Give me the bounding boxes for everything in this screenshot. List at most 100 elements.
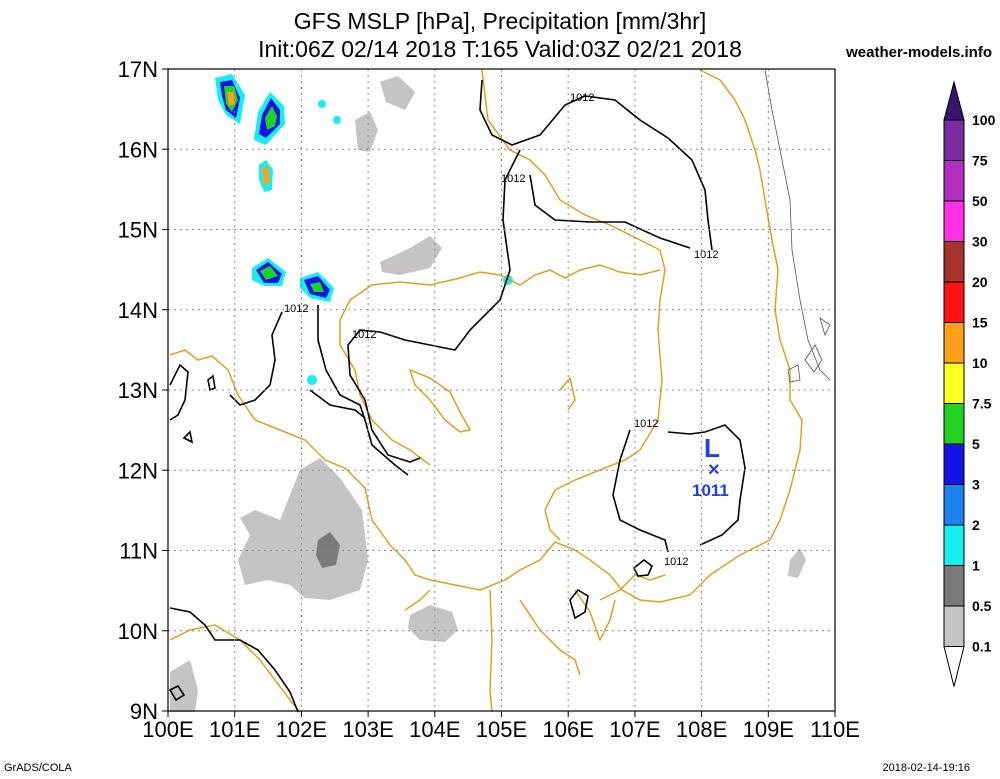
precip-area-gray <box>355 112 378 152</box>
lon-tick-label: 108E <box>676 717 727 742</box>
colorbar-label: 3 <box>972 477 980 493</box>
lat-tick-label: 9N <box>130 699 158 724</box>
border-line <box>404 589 431 611</box>
lon-axis: 100E 101E 102E 103E 104E 105E 106E 107E 108E 109E… <box>142 711 860 742</box>
isobar-small <box>632 558 653 577</box>
colorbar-swatch <box>943 281 965 323</box>
isobar-1012 <box>229 311 283 406</box>
low-center-icon: × <box>708 459 720 481</box>
lon-tick-label: 107E <box>609 717 660 742</box>
colorbar-swatch <box>943 119 965 161</box>
precip-cell <box>318 100 326 108</box>
precip-cell <box>259 160 273 192</box>
lat-tick-label: 13N <box>118 378 158 403</box>
precip-cell <box>307 375 317 385</box>
colorbar-swatch <box>943 443 965 485</box>
lon-tick-label: 102E <box>276 717 327 742</box>
isobar-label: 1012 <box>570 92 594 104</box>
border-line <box>574 589 616 642</box>
isobar-1012 <box>612 429 669 553</box>
colorbar-swatch <box>943 160 965 202</box>
isobar-small <box>182 430 194 444</box>
border-line <box>169 69 803 603</box>
lat-tick-label: 15N <box>118 218 158 243</box>
footer-timestamp: 2018-02-14-19:16 <box>882 762 970 774</box>
lon-tick-label: 105E <box>476 717 527 742</box>
isobar-label: 1012 <box>664 556 688 568</box>
isobar-1012 <box>317 305 409 476</box>
lat-tick-label: 17N <box>118 57 158 82</box>
border-line <box>559 376 576 411</box>
precip-area-dark <box>316 532 340 568</box>
lon-tick-label: 100E <box>142 717 193 742</box>
colorbar-swatch <box>943 200 965 242</box>
border-line <box>519 599 581 676</box>
isobar-1012 <box>309 389 366 419</box>
colorbar-label: 1 <box>972 558 980 574</box>
isobar-label: 1012 <box>634 418 658 430</box>
colorbar-bottom-arrow <box>943 646 965 687</box>
lat-tick-label: 12N <box>118 458 158 483</box>
precip-cell <box>300 272 334 302</box>
colorbar-label: 0.5 <box>972 598 992 614</box>
isobar-1012 <box>169 363 189 421</box>
colorbar-top-arrow <box>943 80 965 121</box>
map-title: GFS MSLP [hPa], Precipitation [mm/3hr] <box>293 8 707 34</box>
low-letter: L <box>704 433 720 463</box>
precip-cell <box>254 92 285 145</box>
colorbar-swatch <box>943 362 965 404</box>
colorbar-label: 15 <box>972 315 988 331</box>
colorbar-swatch <box>943 484 965 526</box>
lon-tick-label: 103E <box>342 717 393 742</box>
isobar-label: 1012 <box>284 303 308 315</box>
isobar-small <box>207 374 216 392</box>
low-value: 1011 <box>692 481 729 500</box>
lon-tick-label: 110E <box>810 717 860 742</box>
lon-tick-label: 106E <box>543 717 594 742</box>
isobar-1012 <box>347 149 521 463</box>
isobar-label: 1012 <box>501 173 525 185</box>
lon-tick-label: 109E <box>743 717 794 742</box>
isobar-labels: 1012 1012 1012 1012 1012 1012 1012 <box>284 92 718 568</box>
isobar-layer <box>168 79 746 713</box>
precip-cell <box>215 74 245 124</box>
colorbar-swatch <box>943 403 965 445</box>
precip-area-gray <box>380 76 415 110</box>
border-line <box>339 299 431 466</box>
footer-left: GrADS/COLA <box>4 762 72 774</box>
grid-lines <box>168 69 835 711</box>
lon-tick-label: 104E <box>409 717 460 742</box>
precip-area-gray <box>170 660 198 712</box>
colorbar-swatch <box>943 322 965 364</box>
colorbar-swatch <box>943 524 965 566</box>
colorbar-label: 50 <box>972 193 988 209</box>
border-line <box>489 589 493 713</box>
isobar-1012 <box>169 607 299 713</box>
border-line <box>169 624 301 713</box>
border-line <box>349 264 661 301</box>
colorbar-label: 100 <box>972 112 996 128</box>
colorbar-label: 20 <box>972 274 988 290</box>
colorbar-label: 5 <box>972 436 980 452</box>
isobar-1012 <box>529 174 691 249</box>
lat-tick-label: 14N <box>118 298 158 323</box>
isobar-label: 1012 <box>694 249 718 261</box>
border-line <box>408 368 472 433</box>
precip-area-gray <box>408 605 458 642</box>
colorbar-label: 75 <box>972 153 988 169</box>
precip-area-gray <box>788 548 806 578</box>
precip-cell <box>333 116 341 124</box>
lat-tick-label: 11N <box>119 539 158 564</box>
site-label: weather-models.info <box>846 44 992 61</box>
isobar-small <box>168 684 186 702</box>
colorbar: 100 75 50 30 20 15 10 7.5 5 3 2 1 0.5 0.1 <box>943 80 996 687</box>
colorbar-label: 2 <box>972 517 980 533</box>
map-subtitle: Init:06Z 02/14 2018 T:165 Valid:03Z 02/2… <box>258 36 742 62</box>
precip-cell <box>252 258 286 286</box>
isobar-1012 <box>479 79 713 251</box>
outline-layer <box>764 69 831 383</box>
precipitation-layer <box>170 74 806 712</box>
isobar-small <box>569 588 589 620</box>
colorbar-swatch <box>943 241 965 283</box>
